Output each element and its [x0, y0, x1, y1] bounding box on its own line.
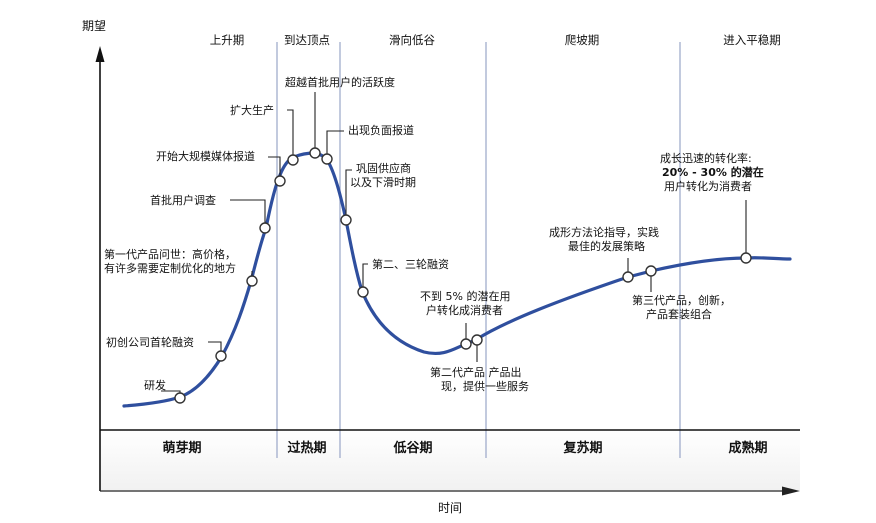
milestone-point-media	[274, 175, 286, 187]
annotation-conv2030: 成长迅速的转化率: 20% - 30% 的潜在 用户转化为消费者	[660, 151, 767, 193]
connector-first-survey	[230, 199, 266, 228]
annotation-methodology: 成形方法论指导，实践 最佳的发展策略	[549, 225, 663, 253]
connector-funding23	[362, 263, 368, 292]
connector-expand	[287, 109, 294, 160]
annotation-first-gen: 第一代产品问世：高价格， 有许多需要定制优化的地方	[104, 247, 240, 275]
milestone-point-methodology	[622, 271, 634, 283]
annotation-media: 开始大规模媒体报道	[156, 149, 255, 163]
milestone-point-activity	[309, 147, 321, 159]
annotation-first-survey: 首批用户调查	[150, 193, 216, 207]
milestone-point-research	[174, 392, 186, 404]
x-axis-arrow-icon	[782, 486, 800, 496]
stage-maturity: 成熟期	[728, 440, 767, 456]
y-axis-arrow-icon	[95, 46, 105, 62]
annotation-research: 研发	[144, 378, 166, 392]
phase-slope: 爬坡期	[565, 33, 600, 47]
milestone-point-first-gen	[246, 275, 258, 287]
milestone-point-conv2030	[740, 252, 752, 264]
x-axis-label: 时间	[438, 501, 462, 515]
annotation-negative: 出现负面报道	[348, 123, 414, 137]
annotation-expand: 扩大生产	[230, 103, 274, 117]
milestone-point-funding23	[357, 286, 369, 298]
milestone-point-consolidate	[340, 214, 352, 226]
phase-rise: 上升期	[210, 33, 245, 47]
annotation-gen3: 第三代产品，创新， 产品套装组合	[632, 293, 735, 321]
stage-trough: 低谷期	[392, 440, 432, 456]
y-axis-label: 期望	[82, 19, 106, 33]
annotation-funding23: 第二、三轮融资	[372, 257, 449, 271]
connector-negative	[326, 130, 344, 159]
annotation-startup-funding: 初创公司首轮融资	[106, 335, 194, 349]
phase-plateau: 进入平稳期	[723, 33, 781, 47]
milestone-point-startup-funding	[215, 350, 227, 362]
phase-peak: 到达顶点	[284, 33, 330, 47]
annotation-activity: 超越首批用户的活跃度	[285, 75, 395, 89]
annotation-gen2: 第二代产品 产品出 现，提供一些服务	[430, 365, 529, 393]
milestone-point-first-survey	[259, 222, 271, 234]
milestone-point-negative	[321, 153, 333, 165]
phase-slide: 滑向低谷	[389, 33, 435, 47]
connector-media	[268, 156, 281, 181]
stage-recovery: 复苏期	[562, 440, 602, 456]
connector-consolidate	[345, 169, 352, 220]
stage-overheat: 过热期	[287, 440, 326, 456]
stage-germination: 萌芽期	[162, 440, 201, 456]
milestone-point-gen3	[645, 265, 657, 277]
annotation-conv5: 不到 5% 的潜在用 户转化成消费者	[420, 289, 514, 317]
annotation-consolidate: 巩固供应商 以及下滑时期	[350, 161, 416, 189]
milestone-point-conv5	[460, 338, 472, 350]
stage-band	[100, 430, 800, 490]
milestone-point-gen2	[471, 334, 483, 346]
milestone-point-expand	[287, 154, 299, 166]
